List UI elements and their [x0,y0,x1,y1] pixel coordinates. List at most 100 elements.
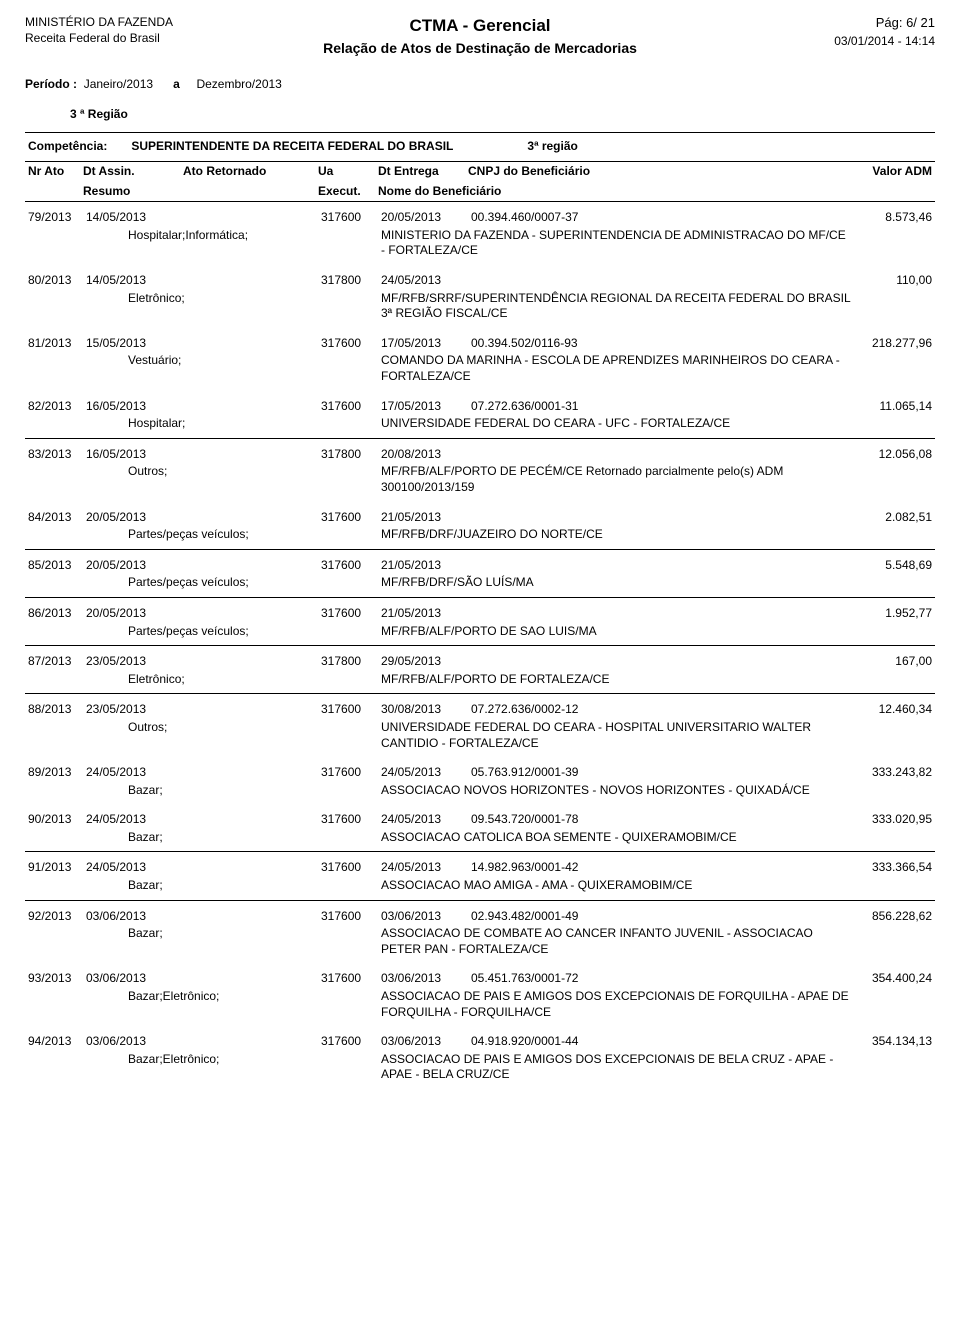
cell-resumo: Bazar; [128,926,321,957]
record-line-2: Vestuário;COMANDO DA MARINHA - ESCOLA DE… [25,353,935,384]
record-line-2: Outros;UNIVERSIDADE FEDERAL DO CEARA - H… [25,720,935,751]
record-line-1: 84/201320/05/201331760021/05/20132.082,5… [25,510,935,528]
cell-resumo: Outros; [128,720,321,751]
cell-nrato: 82/2013 [28,399,86,415]
cell-nrato: 86/2013 [28,606,86,622]
table-row: 85/201320/05/201331760021/05/20135.548,6… [25,550,935,597]
cell-pad [28,926,128,957]
cell-resumo: Partes/peças veículos; [128,624,321,640]
col-nome: Nome do Beneficiário [378,184,501,200]
cell-pad [28,830,128,846]
cell-cnpj: 00.394.502/0116-93 [471,336,651,352]
cell-resumo: Bazar;Eletrônico; [128,1052,321,1083]
report-subtitle: Relação de Atos de Destinação de Mercado… [285,39,675,57]
cell-pad2 [321,1052,381,1083]
cell-dtentrega: 24/05/2013 [381,860,471,876]
record-line-1: 87/201323/05/201331780029/05/2013167,00 [25,654,935,672]
cell-ua: 317600 [321,399,381,415]
ministry-name: MINISTÉRIO DA FAZENDA [25,15,285,31]
table-row: 80/201314/05/201331780024/05/2013110,00E… [25,265,935,328]
cell-nrato: 91/2013 [28,860,86,876]
cell-valor: 354.134,13 [651,1034,932,1050]
cell-dtassin: 20/05/2013 [86,510,186,526]
cell-nrato: 81/2013 [28,336,86,352]
cell-pad2 [321,228,381,259]
col-execut: Execut. [318,184,378,200]
cell-dtassin: 16/05/2013 [86,447,186,463]
cell-dtentrega: 29/05/2013 [381,654,471,670]
cell-pad2 [321,878,381,894]
cell-resumo: Bazar;Eletrônico; [128,989,321,1020]
record-line-1: 88/201323/05/201331760030/08/201307.272.… [25,702,935,720]
department-name: Receita Federal do Brasil [25,31,285,47]
table-row: 91/201324/05/201331760024/05/201314.982.… [25,852,935,899]
cell-valor: 11.065,14 [651,399,932,415]
cell-valor: 110,00 [651,273,932,289]
cell-cnpj [471,447,651,463]
cell-dtentrega: 20/08/2013 [381,447,471,463]
record-line-1: 82/201316/05/201331760017/05/201307.272.… [25,399,935,417]
cell-ua: 317600 [321,765,381,781]
cell-dtentrega: 20/05/2013 [381,210,471,226]
cell-resumo: Eletrônico; [128,291,321,322]
cell-dtentrega: 30/08/2013 [381,702,471,718]
competencia-row: Competência: SUPERINTENDENTE DA RECEITA … [25,133,935,161]
cell-pad2 [321,575,381,591]
cell-valor: 333.366,54 [651,860,932,876]
cell-retornado [186,909,321,925]
cell-nome: MF/RFB/SRRF/SUPERINTENDÊNCIA REGIONAL DA… [381,291,932,322]
cell-nrato: 88/2013 [28,702,86,718]
cell-pad [28,527,128,543]
cell-pad2 [321,527,381,543]
cell-dtassin: 24/05/2013 [86,860,186,876]
cell-valor: 5.548,69 [651,558,932,574]
cell-resumo: Partes/peças veículos; [128,575,321,591]
page-label: Pág: [876,15,903,30]
cell-cnpj [471,654,651,670]
cell-pad [28,672,128,688]
cell-dtassin: 24/05/2013 [86,812,186,828]
cell-cnpj: 07.272.636/0002-12 [471,702,651,718]
cell-nome: ASSOCIACAO NOVOS HORIZONTES - NOVOS HORI… [381,783,932,799]
cell-dtassin: 03/06/2013 [86,971,186,987]
table-row: 94/201303/06/201331760003/06/201304.918.… [25,1026,935,1089]
cell-nome: MF/RFB/DRF/SÃO LUÍS/MA [381,575,932,591]
cell-ua: 317600 [321,860,381,876]
cell-valor: 12.460,34 [651,702,932,718]
cell-pad [28,353,128,384]
records-container: 79/201314/05/201331760020/05/201300.394.… [25,202,935,1089]
record-line-1: 90/201324/05/201331760024/05/201309.543.… [25,812,935,830]
cell-ua: 317600 [321,1034,381,1050]
region-title: 3 ª Região [70,107,935,123]
col-spacer [183,184,318,200]
cell-nrato: 80/2013 [28,273,86,289]
table-row: 90/201324/05/201331760024/05/201309.543.… [25,804,935,851]
record-line-1: 93/201303/06/201331760003/06/201305.451.… [25,971,935,989]
cell-pad2 [321,720,381,751]
cell-cnpj: 05.451.763/0001-72 [471,971,651,987]
col-resumo: Resumo [83,184,183,200]
cell-nrato: 93/2013 [28,971,86,987]
page-header: MINISTÉRIO DA FAZENDA Receita Federal do… [25,15,935,57]
col-ua: Ua [318,164,378,180]
cell-ua: 317600 [321,971,381,987]
column-headers-1: Nr Ato Dt Assin. Ato Retornado Ua Dt Ent… [25,162,935,182]
cell-dtassin: 24/05/2013 [86,765,186,781]
record-line-2: Bazar;Eletrônico;ASSOCIACAO DE PAIS E AM… [25,989,935,1020]
period-row: Período : Janeiro/2013 a Dezembro/2013 [25,77,935,93]
table-row: 93/201303/06/201331760003/06/201305.451.… [25,963,935,1026]
record-line-1: 83/201316/05/201331780020/08/201312.056,… [25,447,935,465]
table-row: 82/201316/05/201331760017/05/201307.272.… [25,391,935,438]
cell-resumo: Bazar; [128,878,321,894]
cell-dtassin: 23/05/2013 [86,654,186,670]
cell-cnpj: 00.394.460/0007-37 [471,210,651,226]
col-indent [28,184,83,200]
record-line-2: Partes/peças veículos; MF/RFB/DRF/SÃO LUÍ… [25,575,935,591]
cell-dtassin: 23/05/2013 [86,702,186,718]
record-group: 87/201323/05/201331780029/05/2013167,00E… [25,646,935,693]
cell-nome: COMANDO DA MARINHA - ESCOLA DE APRENDIZE… [381,353,932,384]
cell-pad2 [321,830,381,846]
cell-cnpj: 04.918.920/0001-44 [471,1034,651,1050]
cell-cnpj [471,606,651,622]
table-row: 81/201315/05/201331760017/05/201300.394.… [25,328,935,391]
